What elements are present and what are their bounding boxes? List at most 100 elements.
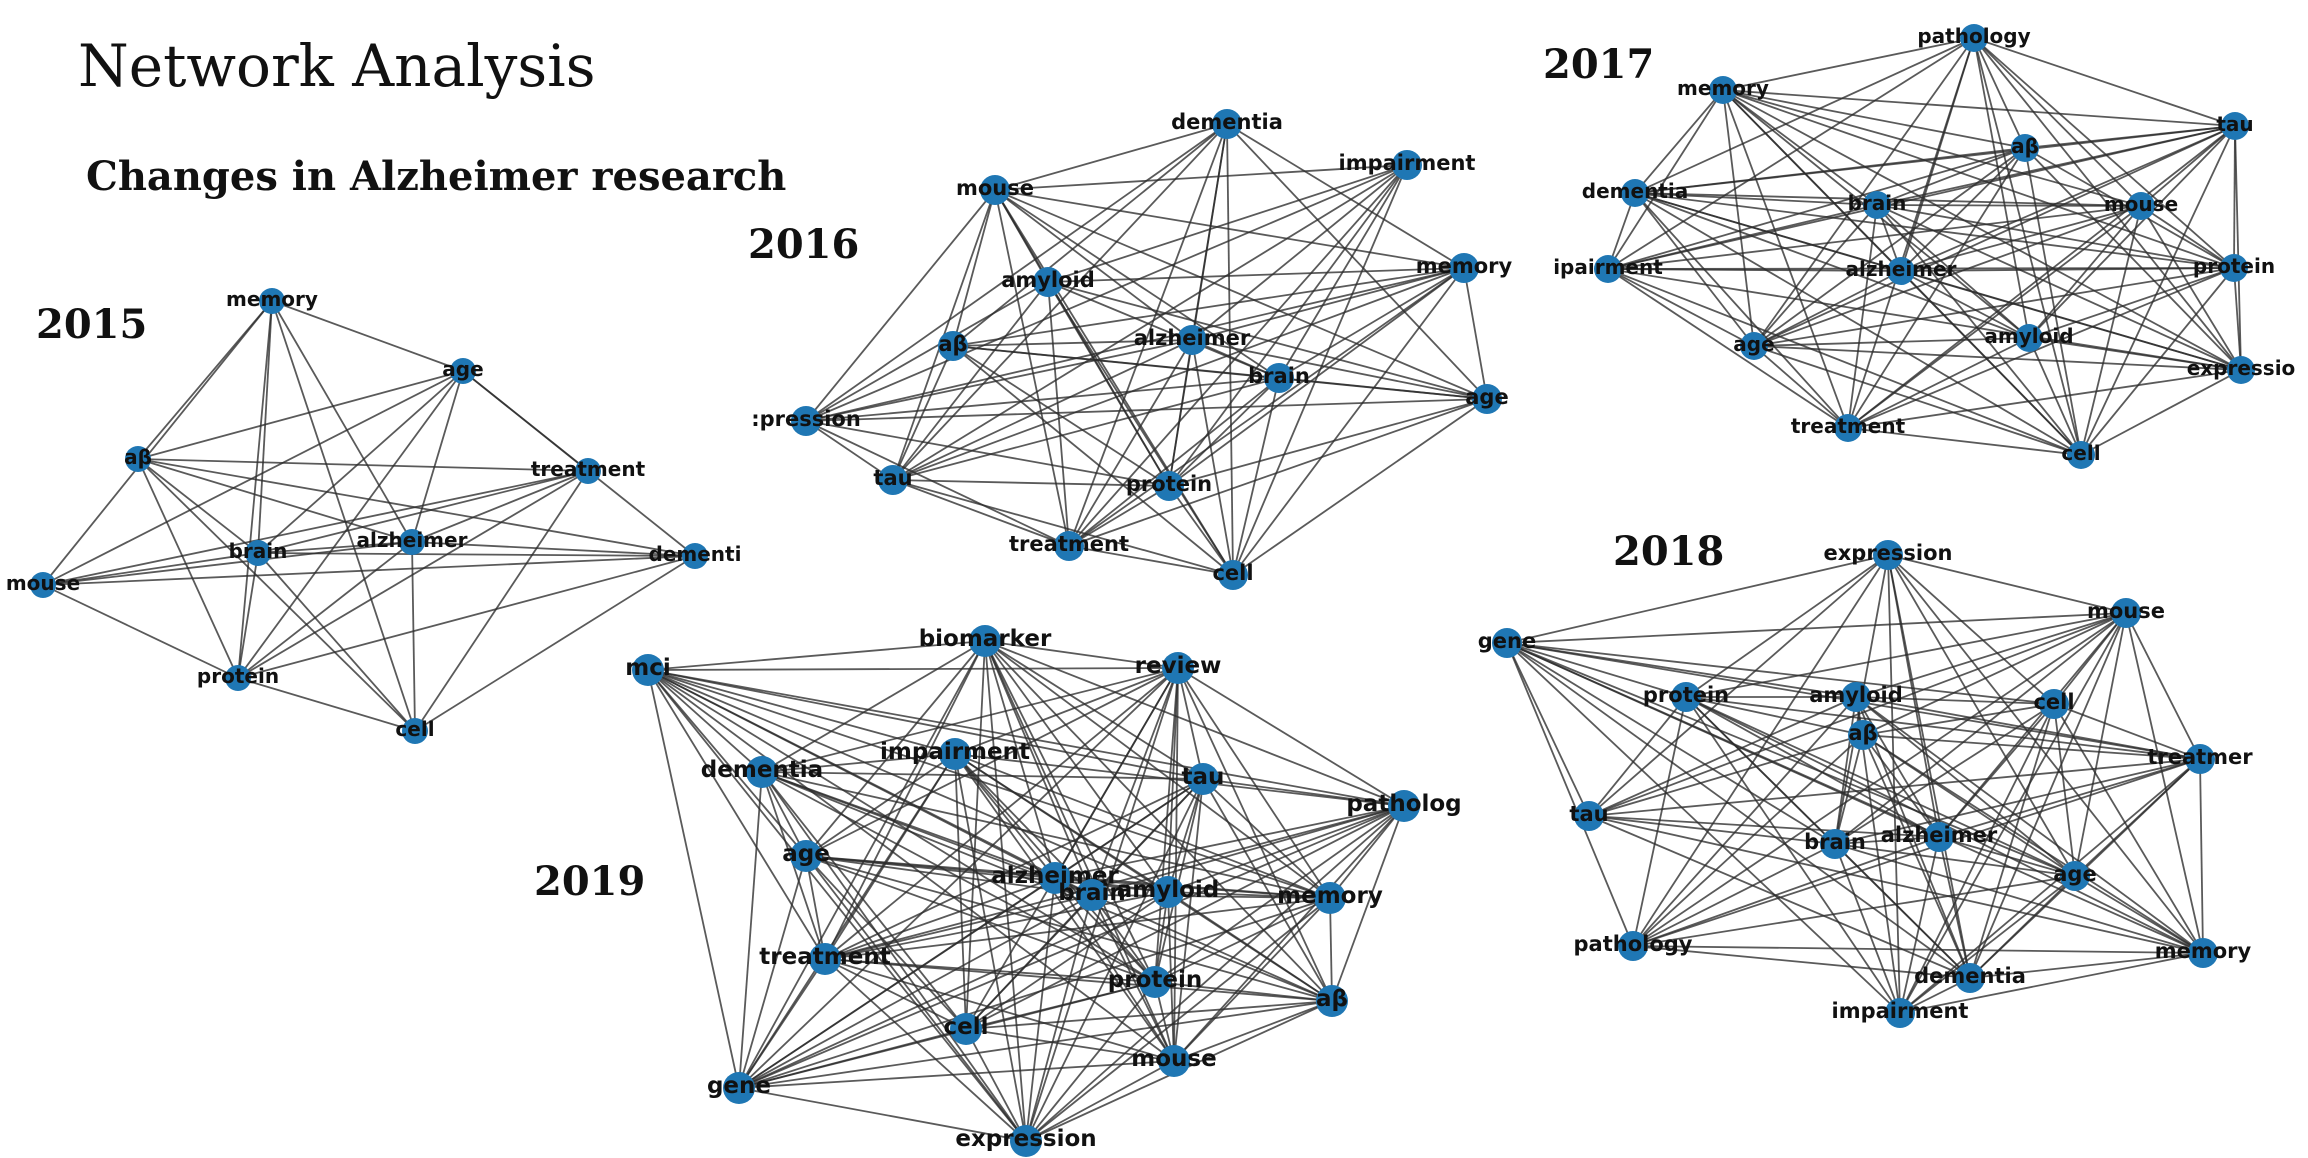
node-label: age xyxy=(442,357,483,381)
node-dot xyxy=(1212,109,1242,139)
edge xyxy=(1588,696,1857,817)
edge xyxy=(761,771,1204,780)
edge xyxy=(1938,836,2076,877)
edge xyxy=(824,877,1056,960)
edge xyxy=(965,1028,1175,1062)
node: dementia xyxy=(1914,963,2026,993)
edge xyxy=(1177,667,1331,899)
edge xyxy=(1753,267,2235,347)
edge xyxy=(1068,545,1234,576)
node-label: biomarker xyxy=(919,626,1052,652)
edge xyxy=(738,1028,967,1089)
edge xyxy=(1506,554,1889,644)
node-label: alzheimer xyxy=(1846,257,1957,281)
node: amyloid xyxy=(1117,876,1219,908)
edge xyxy=(805,640,986,857)
node-dot xyxy=(1039,862,1071,894)
edge xyxy=(647,669,1156,983)
node-dot xyxy=(1314,882,1346,914)
edge xyxy=(1632,843,1836,947)
edge xyxy=(1068,164,1408,547)
node-dot xyxy=(1152,876,1184,908)
edge xyxy=(1632,758,2201,947)
node: treatmer xyxy=(2147,744,2253,774)
edges-2015 xyxy=(42,300,696,732)
node: cell xyxy=(1212,560,1254,590)
edge xyxy=(1685,696,1864,736)
edge xyxy=(1899,836,1940,1014)
node-label: treatmer xyxy=(2147,745,2253,769)
edge xyxy=(1588,815,1971,979)
edge xyxy=(1632,612,2127,947)
edge xyxy=(1862,612,2127,736)
node: cell xyxy=(2033,689,2075,719)
edge xyxy=(1191,339,1488,400)
edge xyxy=(1847,337,2030,429)
edge xyxy=(824,667,1179,960)
node-label: impairment xyxy=(1832,999,1969,1023)
edge xyxy=(257,370,464,554)
edge xyxy=(761,771,1027,1142)
edge xyxy=(1025,1060,1175,1142)
edge xyxy=(892,339,1193,481)
node-dot xyxy=(2011,134,2039,162)
edge xyxy=(1191,164,1408,341)
node-dot xyxy=(2127,192,2155,220)
node-dot xyxy=(723,1072,755,1104)
node: mouse xyxy=(2104,192,2178,220)
edge xyxy=(1167,805,1405,893)
node-label: brain xyxy=(229,539,288,563)
edge xyxy=(1202,778,1333,1002)
edge xyxy=(1876,147,2026,206)
node: alzheimer xyxy=(1134,325,1251,355)
edge xyxy=(984,640,1169,893)
edge xyxy=(1173,805,1405,1062)
node-dot xyxy=(939,738,971,770)
edge xyxy=(1173,778,1204,1062)
node: tau xyxy=(1182,763,1224,795)
edge xyxy=(738,855,807,1089)
edge xyxy=(1899,952,2204,1014)
edge xyxy=(1202,778,1405,807)
edge xyxy=(1167,778,1204,893)
edge xyxy=(1329,805,1405,899)
node: age xyxy=(1465,384,1509,414)
edge xyxy=(1168,398,1488,487)
node-label: memory xyxy=(1677,76,1769,100)
edge xyxy=(1722,89,2242,371)
edge xyxy=(1753,270,1902,347)
edge xyxy=(952,189,996,347)
edge xyxy=(647,667,1179,671)
node-dot xyxy=(1449,253,1479,283)
node: treatment xyxy=(531,457,646,484)
edge xyxy=(1632,945,2204,954)
node-label: gene xyxy=(707,1073,771,1099)
edge xyxy=(1463,267,1488,400)
node-label: :pression xyxy=(751,407,861,431)
edge xyxy=(1607,204,1878,270)
node-dot xyxy=(2185,744,2215,774)
edge xyxy=(805,267,1465,422)
node-label: cell xyxy=(395,717,434,741)
node-label: protein xyxy=(1108,967,1202,993)
edge xyxy=(1634,147,2026,194)
node: tau xyxy=(2216,112,2254,140)
edge xyxy=(1506,642,1901,1014)
node-dot xyxy=(1158,1045,1190,1077)
node: mci xyxy=(625,654,671,686)
node-dot xyxy=(1492,628,1522,658)
edge xyxy=(1506,642,1634,947)
edge xyxy=(805,753,956,857)
edge xyxy=(1887,554,1901,1014)
edge xyxy=(2053,703,2204,954)
edge xyxy=(1191,339,1280,379)
node: dementia xyxy=(701,756,823,788)
edge xyxy=(1634,37,1975,194)
node-dot xyxy=(575,458,601,484)
node: gene xyxy=(707,1072,771,1104)
node-dot xyxy=(632,654,664,686)
node-dot xyxy=(1834,414,1862,442)
edge xyxy=(1834,843,1901,1014)
edge xyxy=(1588,815,2204,954)
